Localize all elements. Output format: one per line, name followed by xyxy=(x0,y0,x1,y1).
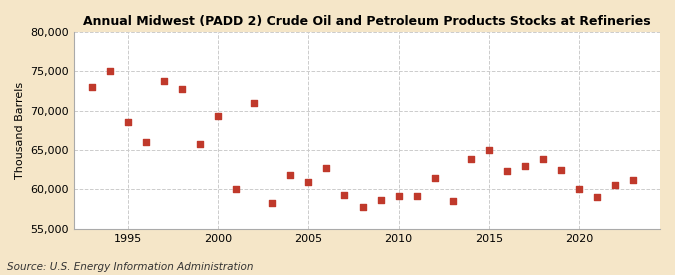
Point xyxy=(321,166,332,170)
Point xyxy=(267,200,278,205)
Point xyxy=(285,173,296,177)
Point xyxy=(141,140,152,144)
Point xyxy=(483,148,494,152)
Point xyxy=(213,114,223,118)
Point xyxy=(357,204,368,209)
Point xyxy=(339,192,350,197)
Point xyxy=(195,141,206,146)
Point xyxy=(429,176,440,180)
Title: Annual Midwest (PADD 2) Crude Oil and Petroleum Products Stocks at Refineries: Annual Midwest (PADD 2) Crude Oil and Pe… xyxy=(83,15,651,28)
Point xyxy=(177,87,188,92)
Point xyxy=(123,120,134,125)
Point xyxy=(249,101,260,105)
Point xyxy=(105,69,115,73)
Point xyxy=(375,198,386,202)
Point xyxy=(502,169,512,174)
Point xyxy=(411,194,422,199)
Point xyxy=(519,164,530,169)
Point xyxy=(591,195,602,199)
Point xyxy=(465,157,476,162)
Point xyxy=(159,79,169,83)
Point xyxy=(393,193,404,198)
Point xyxy=(537,156,548,161)
Point xyxy=(628,178,639,182)
Point xyxy=(448,199,458,203)
Point xyxy=(303,180,314,185)
Point xyxy=(231,187,242,191)
Text: Source: U.S. Energy Information Administration: Source: U.S. Energy Information Administ… xyxy=(7,262,253,272)
Point xyxy=(610,182,620,187)
Y-axis label: Thousand Barrels: Thousand Barrels xyxy=(15,82,25,179)
Point xyxy=(574,187,585,191)
Point xyxy=(556,168,566,173)
Point xyxy=(86,85,97,89)
